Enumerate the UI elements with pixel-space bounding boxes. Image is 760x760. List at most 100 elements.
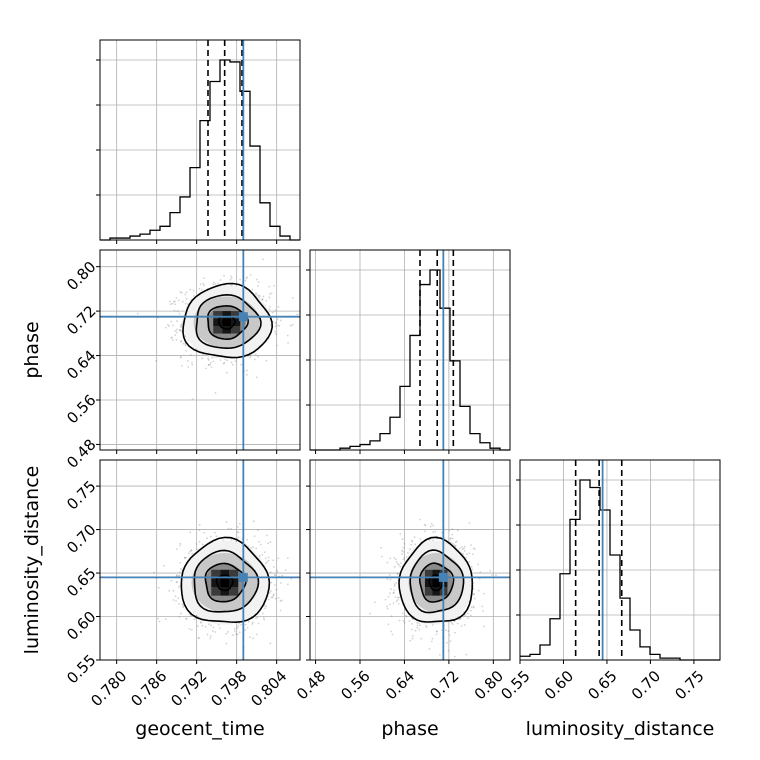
scatter-point (396, 572, 399, 575)
scatter-point (202, 282, 205, 285)
scatter-point (178, 312, 181, 315)
scatter-point (210, 624, 212, 627)
scatter-point (250, 547, 252, 549)
scatter-point (155, 359, 157, 362)
scatter-point (424, 524, 427, 527)
scatter-point (180, 325, 182, 328)
density-cell (424, 569, 433, 579)
scatter-point (207, 364, 210, 366)
scatter-point (190, 549, 193, 551)
scatter-point (444, 629, 447, 632)
scatter-point (472, 605, 475, 608)
scatter-point (409, 548, 411, 550)
scatter-point (303, 536, 305, 538)
scatter-point (237, 531, 240, 534)
scatter-point (465, 553, 468, 556)
scatter-point (198, 287, 201, 290)
scatter-point (205, 367, 207, 370)
scatter-point (277, 306, 280, 308)
scatter-point (157, 617, 159, 620)
scatter-point (477, 589, 480, 592)
scatter-point (449, 537, 452, 540)
scatter-point (177, 586, 180, 589)
scatter-point (398, 619, 401, 622)
scatter-point (191, 398, 194, 401)
scatter-point (277, 596, 280, 599)
scatter-point (179, 355, 182, 358)
scatter-point (386, 561, 389, 564)
scatter-point (170, 337, 173, 340)
scatter-point (273, 284, 276, 287)
scatter-point (177, 299, 180, 302)
scatter-point (473, 548, 476, 550)
scatter-point (270, 292, 273, 295)
scatter-point (238, 522, 241, 525)
scatter-point (203, 531, 206, 534)
scatter-point (451, 533, 454, 536)
scatter-point (267, 598, 270, 601)
scatter-point (380, 555, 383, 558)
scatter-point (201, 624, 204, 627)
scatter-point (169, 303, 172, 306)
scatter-point (424, 624, 427, 627)
scatter-point (200, 621, 203, 624)
x-tick-label: 0.56 (337, 667, 373, 703)
scatter-point (184, 293, 187, 296)
scatter-point (268, 285, 271, 288)
scatter-point (172, 589, 175, 592)
scatter-point (246, 627, 249, 629)
scatter-point (435, 630, 438, 633)
scatter-point (286, 557, 289, 560)
scatter-point (232, 634, 234, 637)
x-tick-label: 0.64 (382, 667, 418, 703)
scatter-point (416, 626, 419, 629)
scatter-point (491, 574, 493, 576)
scatter-point (466, 617, 469, 619)
scatter-point (393, 583, 396, 586)
scatter-point (182, 342, 185, 345)
scatter-point (402, 550, 405, 553)
scatter-point (193, 294, 195, 297)
scatter-point (390, 615, 393, 618)
scatter-point (489, 570, 492, 572)
scatter-point (251, 621, 254, 624)
scatter-point (418, 518, 421, 521)
scatter-point (224, 358, 227, 361)
scatter-point (246, 538, 249, 541)
y-tick-label: 0.56 (63, 391, 99, 427)
scatter-point (402, 558, 405, 561)
scatter-point (287, 583, 289, 586)
scatter-point (463, 545, 466, 548)
scatter-point (449, 640, 452, 643)
scatter-point (189, 531, 192, 534)
scatter-point (226, 359, 229, 362)
scatter-point (268, 296, 271, 299)
scatter-point (212, 283, 215, 286)
scatter-point (182, 606, 185, 608)
scatter-point (429, 525, 432, 528)
density-cell (229, 569, 239, 579)
scatter-point (244, 623, 247, 626)
scatter-point (179, 542, 182, 545)
scatter-point (245, 374, 248, 376)
scatter-point (290, 577, 293, 580)
scatter-point (262, 616, 265, 619)
scatter-point (237, 525, 239, 528)
scatter-point (274, 574, 277, 577)
scatter-point (274, 309, 277, 312)
scatter-point (451, 537, 454, 540)
scatter-point (172, 599, 175, 601)
scatter-point (175, 320, 178, 322)
scatter-point (206, 537, 208, 540)
scatter-point (397, 598, 399, 601)
scatter-point (207, 363, 210, 366)
scatter-point (470, 606, 473, 609)
scatter-point (246, 369, 248, 372)
y-tick-label: 0.48 (63, 435, 99, 471)
scatter-point (209, 635, 212, 638)
scatter-point (414, 629, 417, 632)
scatter-point (230, 361, 233, 364)
scatter-point (174, 303, 177, 306)
scatter-point (179, 544, 181, 547)
scatter-point (430, 522, 433, 525)
